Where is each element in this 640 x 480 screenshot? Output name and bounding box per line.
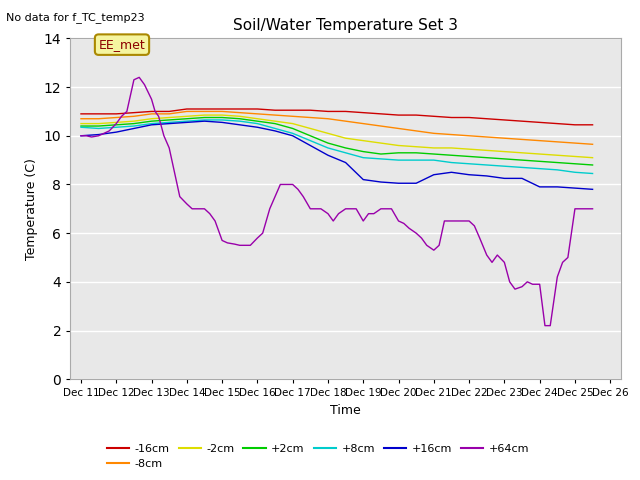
Legend: -16cm, -8cm, -2cm, +2cm, +8cm, +16cm, +64cm: -16cm, -8cm, -2cm, +2cm, +8cm, +16cm, +6…: [102, 439, 534, 474]
Text: EE_met: EE_met: [99, 38, 145, 51]
X-axis label: Time: Time: [330, 404, 361, 417]
Title: Soil/Water Temperature Set 3: Soil/Water Temperature Set 3: [233, 18, 458, 33]
Text: No data for f_TC_temp23: No data for f_TC_temp23: [6, 12, 145, 23]
Y-axis label: Temperature (C): Temperature (C): [25, 158, 38, 260]
